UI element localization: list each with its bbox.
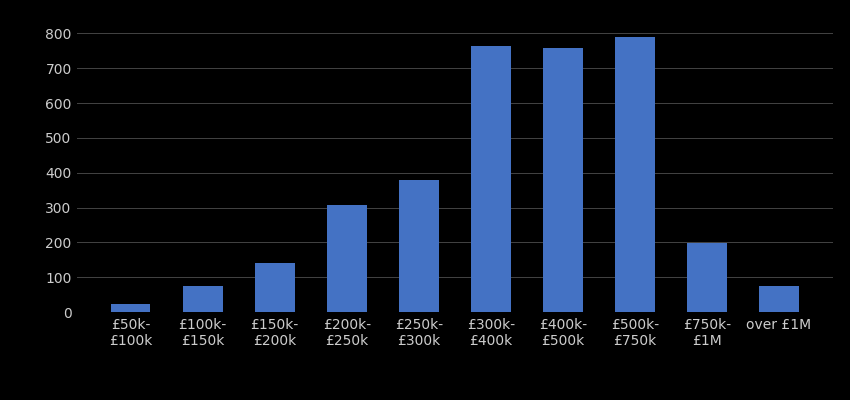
- Bar: [399, 180, 439, 312]
- Bar: [471, 46, 511, 312]
- Bar: [255, 263, 294, 312]
- Bar: [615, 37, 654, 312]
- Bar: [543, 48, 582, 312]
- Bar: [110, 304, 150, 312]
- Bar: [327, 205, 366, 312]
- Bar: [759, 286, 799, 312]
- Bar: [183, 286, 223, 312]
- Bar: [687, 243, 727, 312]
